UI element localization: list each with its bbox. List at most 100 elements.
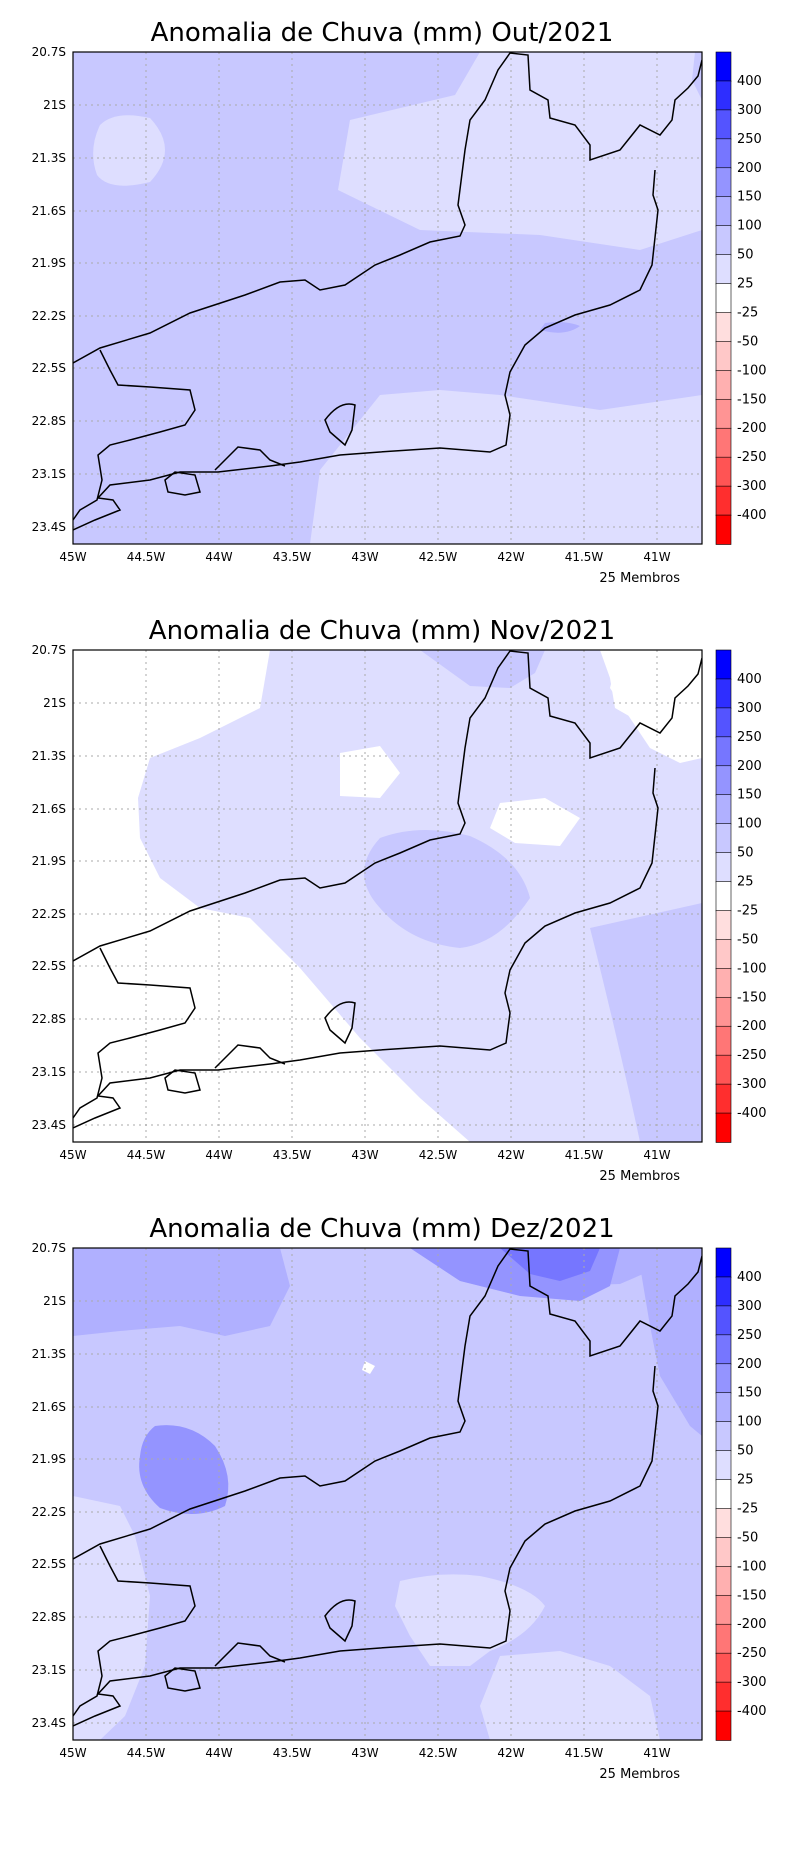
coastline-borders <box>73 1248 702 1727</box>
svg-text:22.5S: 22.5S <box>32 959 66 973</box>
colorbar-label: 50 <box>737 1444 754 1459</box>
colorbar-label: 300 <box>737 103 762 118</box>
lon-labels: 45W 44.5W 44W 43.5W 43W 42.5W 42W 41.5W … <box>59 1746 670 1760</box>
svg-text:23.1S: 23.1S <box>32 1663 66 1677</box>
colorbar-swatch <box>715 225 732 256</box>
svg-text:44W: 44W <box>205 1746 232 1760</box>
colorbar-label: -250 <box>737 1646 767 1661</box>
colorbar-swatch <box>715 1083 732 1114</box>
colorbar-label: -150 <box>737 1588 767 1603</box>
colorbar-swatch <box>715 852 732 883</box>
svg-text:42.5W: 42.5W <box>419 1746 458 1760</box>
colorbar-label: 400 <box>737 672 762 687</box>
map-frame <box>72 51 703 545</box>
colorbar-label: 250 <box>737 1328 762 1343</box>
colorbar-swatch <box>715 427 732 458</box>
colorbar-label: -150 <box>737 990 767 1005</box>
svg-text:21.3S: 21.3S <box>32 151 66 165</box>
colorbar-swatch <box>715 485 732 516</box>
colorbar-label: -300 <box>737 479 767 494</box>
colorbar-swatch <box>715 398 732 430</box>
colorbar-swatch <box>715 1652 732 1683</box>
colorbar-swatch <box>715 910 732 941</box>
map-panel-nov: Anomalia de Chuva (mm) Nov/2021 20.7S <box>0 598 800 1208</box>
svg-text:21.9S: 21.9S <box>32 256 66 270</box>
colorbar-label: -50 <box>737 1530 758 1545</box>
colorbar-swatch <box>715 1594 732 1626</box>
map-title: Anomalia de Chuva (mm) Out/2021 <box>151 18 614 48</box>
svg-text:41.5W: 41.5W <box>565 1746 604 1760</box>
svg-text:22.8S: 22.8S <box>32 414 66 428</box>
svg-text:44.5W: 44.5W <box>127 1746 166 1760</box>
grid <box>73 1248 702 1740</box>
svg-text:22.5S: 22.5S <box>32 1557 66 1571</box>
colorbar-swatch <box>715 794 732 825</box>
colorbar-swatch <box>715 939 732 970</box>
svg-text:43.5W: 43.5W <box>273 1746 312 1760</box>
colorbar-label: 25 <box>737 277 754 292</box>
colorbar-label: 100 <box>737 817 762 832</box>
svg-text:43W: 43W <box>351 1148 378 1162</box>
svg-text:41W: 41W <box>643 550 670 564</box>
svg-text:21.9S: 21.9S <box>32 1452 66 1466</box>
colorbar-swatch <box>715 736 732 767</box>
svg-text:41.5W: 41.5W <box>565 1148 604 1162</box>
colorbar-swatch <box>715 456 732 487</box>
colorbar: 400 300 250 200 150 100 50 25 -25 -50 -100 -150 -200… <box>715 1247 767 1741</box>
lon-labels: 45W 44.5W 44W 43.5W 43W 42.5W 42W 41.5W … <box>59 550 670 564</box>
colorbar-label: -25 <box>737 305 758 320</box>
members-label: 25 Membros <box>599 571 680 586</box>
grid <box>73 52 702 544</box>
colorbar-swatch <box>715 765 732 796</box>
svg-text:44W: 44W <box>205 550 232 564</box>
colorbar-label: -400 <box>737 1704 767 1719</box>
svg-text:44.5W: 44.5W <box>127 1148 166 1162</box>
svg-text:20.7S: 20.7S <box>32 1241 66 1255</box>
svg-text:21S: 21S <box>43 98 66 112</box>
colorbar-swatch <box>715 1710 732 1741</box>
colorbar-label: 50 <box>737 248 754 263</box>
colorbar-swatch <box>715 514 732 545</box>
members-label: 25 Membros <box>599 1169 680 1184</box>
colorbar-label: 200 <box>737 1357 762 1372</box>
lon-labels: 45W 44.5W 44W 43.5W 43W 42.5W 42W 41.5W … <box>59 1148 670 1162</box>
svg-text:44W: 44W <box>205 1148 232 1162</box>
map-dec-svg: Anomalia de Chuva (mm) Dez/2021 <box>32 1214 767 1782</box>
svg-text:41W: 41W <box>643 1148 670 1162</box>
lat-labels: 20.7S 21S 21.3S 21.6S 21.9S 22.2S 22.5S … <box>32 1241 66 1730</box>
colorbar-label: -250 <box>737 450 767 465</box>
colorbar-swatch <box>715 167 732 198</box>
colorbar-label: 400 <box>737 1270 762 1285</box>
colorbar-label: -400 <box>737 1106 767 1121</box>
svg-text:41.5W: 41.5W <box>565 550 604 564</box>
colorbar-label: 250 <box>737 132 762 147</box>
colorbar-swatch <box>715 138 732 169</box>
svg-text:41W: 41W <box>643 1746 670 1760</box>
colorbar-swatch <box>715 341 732 372</box>
colorbar-swatch <box>715 1392 732 1423</box>
colorbar-swatch <box>715 1450 732 1481</box>
colorbar-swatch <box>715 109 732 140</box>
colorbar-label: 200 <box>737 161 762 176</box>
colorbar-swatch <box>715 1305 732 1336</box>
svg-text:42.5W: 42.5W <box>419 550 458 564</box>
svg-text:45W: 45W <box>59 1148 86 1162</box>
colorbar-label: -25 <box>737 903 758 918</box>
colorbar-swatch <box>715 881 732 912</box>
map-title: Anomalia de Chuva (mm) Dez/2021 <box>149 1214 614 1244</box>
colorbar-swatch <box>715 707 732 738</box>
svg-text:42W: 42W <box>497 550 524 564</box>
colorbar-label: -100 <box>737 363 767 378</box>
svg-text:23.4S: 23.4S <box>32 1118 66 1132</box>
svg-text:21.6S: 21.6S <box>32 802 66 816</box>
colorbar-swatch <box>715 312 732 343</box>
colorbar-label: 100 <box>737 219 762 234</box>
colorbar-swatch <box>715 1025 732 1056</box>
colorbar-swatch <box>715 1508 732 1539</box>
svg-text:21.6S: 21.6S <box>32 204 66 218</box>
colorbar-swatch <box>715 283 732 314</box>
colorbar-swatch <box>715 968 732 999</box>
colorbar-swatch <box>715 196 732 227</box>
svg-text:45W: 45W <box>59 550 86 564</box>
colorbar-swatch <box>715 1112 732 1143</box>
